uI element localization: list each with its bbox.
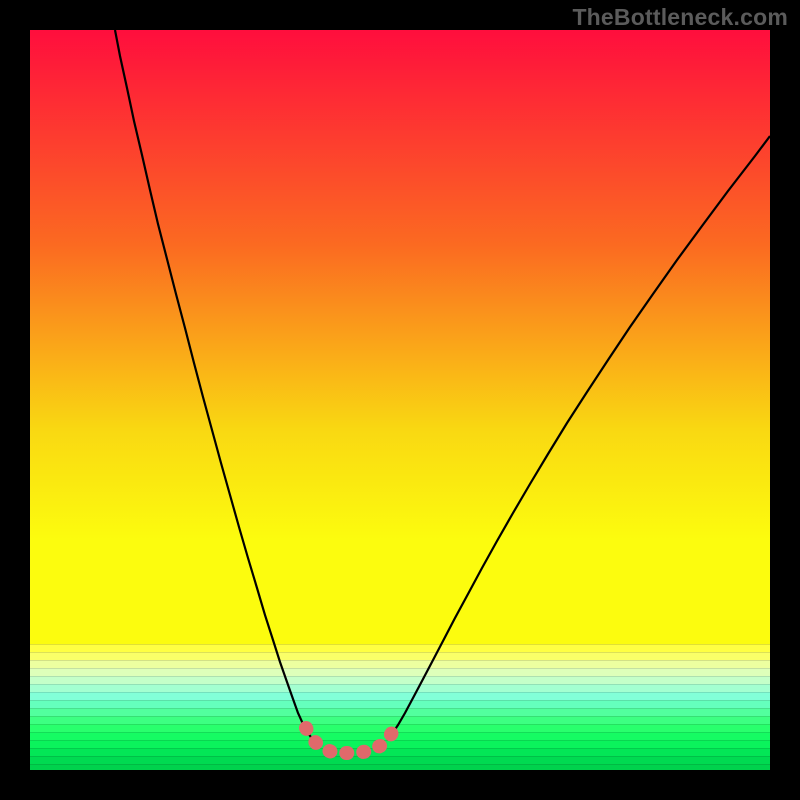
curves-overlay (30, 30, 770, 770)
plot-area (30, 30, 770, 770)
curve-right-branch (387, 136, 770, 740)
watermark-text: TheBottleneck.com (572, 4, 788, 31)
chart-frame: TheBottleneck.com (0, 0, 800, 800)
curve-valley-overlay (306, 728, 394, 753)
curve-left-branch (115, 30, 313, 740)
